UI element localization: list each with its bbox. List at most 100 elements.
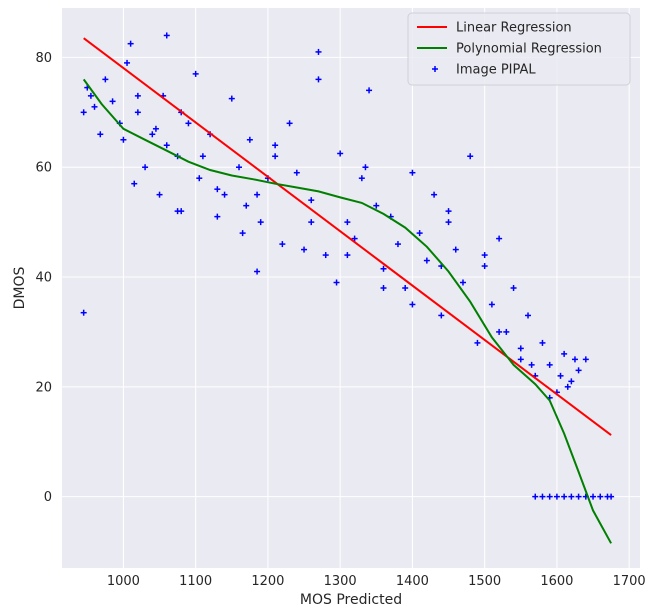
scatter-point xyxy=(528,361,535,368)
scatter-point xyxy=(254,268,261,275)
scatter-point xyxy=(272,153,279,160)
scatter-point xyxy=(358,175,365,182)
scatter-point xyxy=(337,150,344,157)
scatter-point xyxy=(322,252,329,259)
scatter-point xyxy=(510,285,517,291)
scatter-point xyxy=(564,383,571,390)
scatter-point xyxy=(590,493,597,500)
legend-label: Polynomial Regression xyxy=(456,42,602,57)
scatter-point xyxy=(149,131,156,138)
scatter-point xyxy=(87,92,94,99)
y-tick-label: 60 xyxy=(35,161,52,176)
scatter-point xyxy=(131,180,138,187)
scatter-point xyxy=(474,339,481,346)
scatter-point xyxy=(452,246,459,253)
scatter-point xyxy=(409,301,416,308)
scatter-point xyxy=(582,356,589,363)
x-tick-label: 1700 xyxy=(613,574,646,589)
legend-label: Linear Regression xyxy=(456,21,572,36)
scatter-point xyxy=(481,252,488,259)
scatter-point xyxy=(561,493,568,500)
scatter-point xyxy=(597,493,604,500)
scatter-point xyxy=(308,219,315,226)
scatter-point xyxy=(438,312,445,319)
scatter-point xyxy=(459,279,466,286)
polynomial-regression-line xyxy=(82,78,612,544)
scatter-point xyxy=(192,70,199,77)
scatter-point xyxy=(196,175,203,182)
x-axis-label: MOS Predicted xyxy=(300,592,402,608)
scatter-point xyxy=(539,339,546,346)
scatter-point xyxy=(178,208,185,215)
scatter-point xyxy=(246,136,253,143)
scatter-point xyxy=(333,279,340,286)
scatter-point xyxy=(152,125,159,132)
scatter-point xyxy=(608,493,615,500)
y-tick-label: 40 xyxy=(35,271,52,286)
scatter-point xyxy=(557,372,564,379)
scatter-point xyxy=(301,246,308,253)
scatter-point xyxy=(481,263,488,270)
scatter-point xyxy=(344,252,351,259)
scatter-point xyxy=(488,301,495,308)
scatter-point xyxy=(91,103,98,110)
scatter-point xyxy=(124,59,131,66)
scatter-point xyxy=(575,493,582,500)
x-tick-label: 1000 xyxy=(107,574,140,589)
x-tick-label: 1200 xyxy=(251,574,284,589)
scatter-point xyxy=(214,186,221,193)
scatter-point xyxy=(239,230,246,237)
scatter-point xyxy=(80,109,87,116)
scatter-point xyxy=(199,153,206,160)
scatter-point xyxy=(236,164,243,171)
scatter-point xyxy=(568,493,575,500)
scatter-point xyxy=(163,32,170,39)
scatter-point xyxy=(380,285,387,291)
x-tick-label: 1300 xyxy=(324,574,357,589)
scatter-point xyxy=(568,378,575,385)
scatter-point xyxy=(575,367,582,374)
scatter-point xyxy=(254,191,261,198)
scatter-point xyxy=(134,92,141,99)
y-axis-ticks: 0 20 40 60 80 xyxy=(35,51,52,505)
scatter-point xyxy=(344,219,351,226)
scatter-point xyxy=(185,120,192,127)
x-axis-ticks: 1000 1100 1200 1300 1400 1500 1600 1700 xyxy=(107,574,646,589)
scatter-point xyxy=(380,265,387,272)
scatter-point xyxy=(308,197,315,204)
scatter-point xyxy=(293,169,300,176)
scatter-point xyxy=(553,493,560,500)
scatter-point xyxy=(109,98,116,105)
y-tick-label: 0 xyxy=(44,490,52,505)
scatter-point xyxy=(561,350,568,357)
scatter-point xyxy=(97,131,104,138)
scatter-point xyxy=(546,361,553,368)
scatter-point xyxy=(315,76,322,83)
scatter-point xyxy=(546,493,553,500)
scatter-point xyxy=(163,142,170,149)
legend-label: Image PIPAL xyxy=(456,63,536,78)
scatter-point xyxy=(286,120,293,127)
legend-entry: Image PIPAL xyxy=(432,63,536,78)
legend-entry: Linear Regression xyxy=(417,21,572,36)
y-tick-label: 20 xyxy=(35,380,52,395)
scatter-point xyxy=(532,493,539,500)
scatter-point xyxy=(272,142,279,149)
scatter-point xyxy=(214,213,221,220)
legend: Linear Regression Polynomial Regression Im… xyxy=(407,12,631,86)
legend-entry: Polynomial Regression xyxy=(417,42,602,57)
scatter-point xyxy=(315,48,322,55)
scatter-point xyxy=(402,285,409,291)
scatter-point xyxy=(416,230,423,237)
x-tick-label: 1500 xyxy=(468,574,501,589)
scatter-point xyxy=(394,241,401,248)
scatter-point xyxy=(409,169,416,176)
scatter-point xyxy=(423,257,430,264)
scatter-point xyxy=(134,109,141,116)
scatter-point xyxy=(257,219,264,226)
scatter-point xyxy=(571,356,578,363)
scatter-point xyxy=(517,345,524,352)
scatter-point xyxy=(445,219,452,226)
y-axis-label: DMOS xyxy=(12,267,28,310)
